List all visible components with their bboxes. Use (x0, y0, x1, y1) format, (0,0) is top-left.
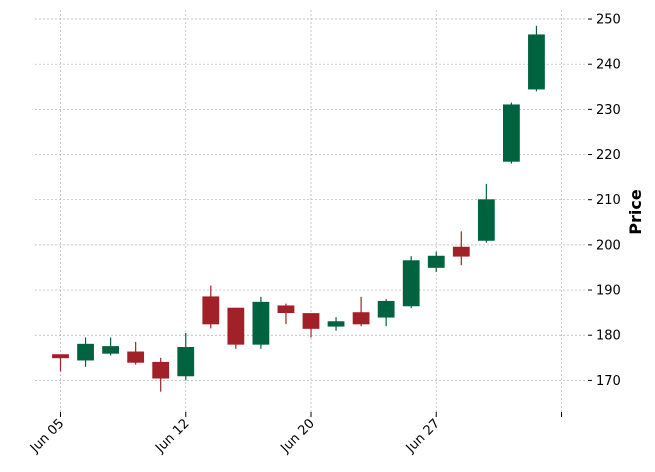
candle-body (102, 346, 119, 354)
y-tick-label: 230 (596, 103, 621, 118)
candle-body (127, 351, 145, 363)
y-axis-title: Price (626, 189, 645, 235)
candle-body (202, 296, 220, 325)
candle-body (452, 246, 470, 257)
y-tick-label: 240 (596, 58, 621, 73)
candle-up (502, 102, 520, 164)
candle-body (52, 354, 69, 359)
candle-body (302, 313, 320, 329)
candle-body (77, 343, 94, 361)
candle-down (152, 357, 170, 392)
candle-body (227, 307, 245, 345)
candle-up (77, 337, 94, 367)
y-tick-label: 250 (596, 13, 621, 28)
candle-body (352, 312, 370, 325)
candle-down (277, 303, 295, 324)
candle-down (452, 231, 470, 266)
candle-up (528, 25, 545, 92)
y-tick-label: 180 (596, 329, 621, 344)
candle-body (252, 301, 270, 345)
y-axis: 170 180 190 200 210 220 230 240 250 (588, 13, 621, 389)
candle-up (477, 183, 495, 243)
y-tick-label: 200 (596, 238, 621, 253)
candle-body (177, 347, 195, 377)
y-tick-label: 220 (596, 148, 621, 163)
candle-up (427, 251, 445, 272)
x-tick-label: Jun 05 (27, 416, 67, 456)
candle-body (528, 34, 545, 90)
candle-down (127, 341, 145, 365)
candle-up (252, 296, 270, 349)
candles (52, 25, 545, 392)
y-tick-label: 190 (596, 284, 621, 299)
candle-body (327, 321, 345, 327)
candle-up (402, 256, 420, 309)
candle-body (477, 199, 495, 241)
candle-up (327, 317, 345, 331)
candle-body (402, 260, 420, 307)
x-tick-label: Jun 20 (278, 416, 318, 456)
candle-body (377, 300, 395, 318)
x-tick-label: Jun 12 (152, 416, 192, 456)
candle-body (502, 104, 520, 162)
y-tick-label: 170 (596, 374, 621, 389)
candle-up (177, 332, 195, 381)
y-tick-label: 210 (596, 193, 621, 208)
candle-down (52, 354, 69, 372)
candle-down (352, 296, 370, 327)
candle-down (202, 285, 220, 329)
candle-down (302, 313, 320, 338)
candle-up (377, 299, 395, 327)
candle-body (152, 361, 170, 379)
grid (35, 10, 587, 412)
candle-body (277, 305, 295, 314)
candle-down (227, 307, 245, 349)
candle-body (427, 255, 445, 268)
x-tick-label: Jun 27 (403, 416, 443, 456)
candle-up (102, 337, 119, 356)
x-axis: Jun 05 Jun 12 Jun 20 Jun 27 (27, 412, 562, 457)
